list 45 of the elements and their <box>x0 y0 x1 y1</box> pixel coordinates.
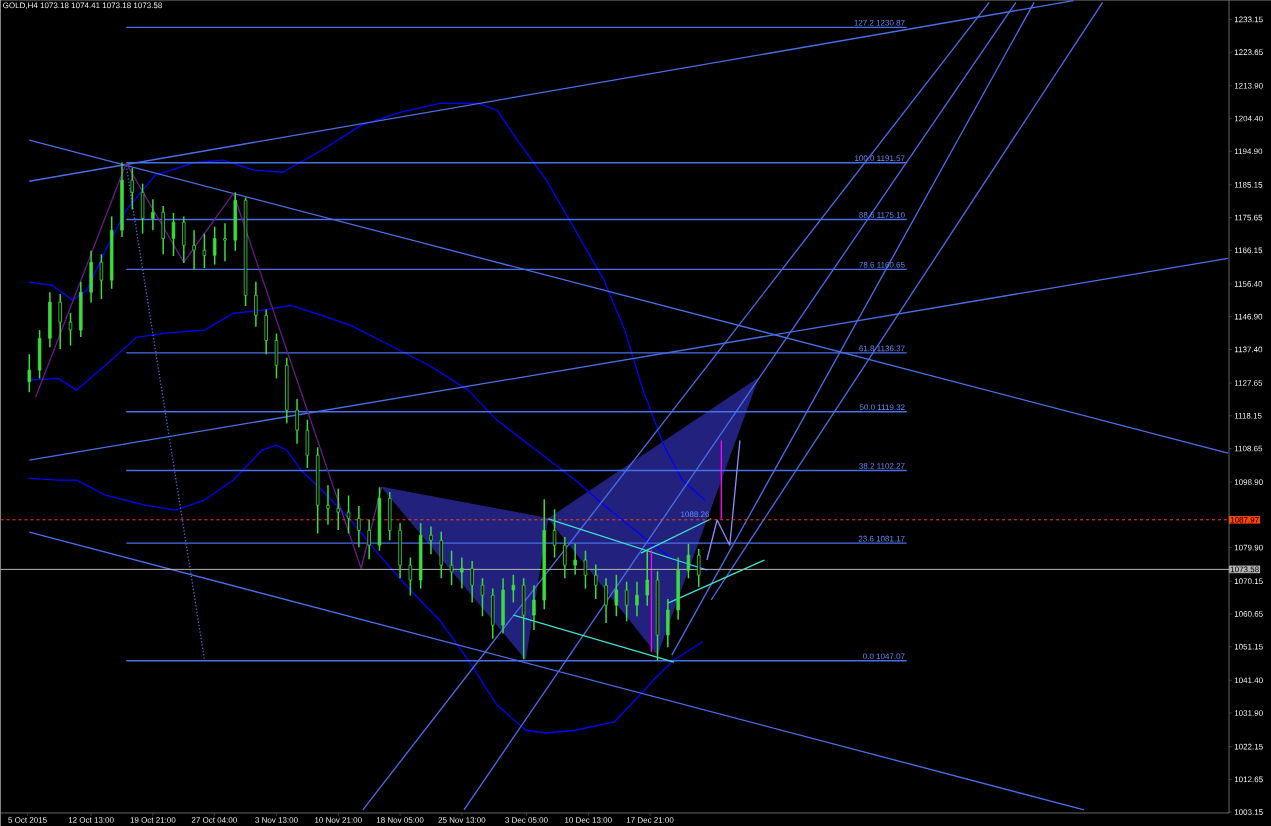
y-tick-label: 1031.90 <box>1234 710 1263 716</box>
y-tick-label: 1137.40 <box>1234 346 1263 353</box>
y-tick-label: 1012.65 <box>1234 776 1263 783</box>
y-tick-label: 1051.15 <box>1234 643 1263 650</box>
y-tick-label: 1194.90 <box>1234 148 1263 155</box>
y-tick-label: 1156.40 <box>1234 281 1263 287</box>
y-tick-label: 1060.65 <box>1234 611 1263 617</box>
y-tick-label: 1213.90 <box>1234 82 1263 89</box>
annotation: 0.0 1047.07 <box>863 653 905 660</box>
annotation: 38.2 1102.27 <box>859 463 905 469</box>
y-tick-label: 1118.15 <box>1234 412 1262 419</box>
annotation: 23.6 1081.17 <box>858 535 905 542</box>
annotation: 50.0 1119.32 <box>859 404 905 411</box>
x-tick-label: 25 Nov 13:00 <box>438 817 486 823</box>
y-tick-label: 1108.65 <box>1234 445 1263 452</box>
x-tick-label: 3 Dec 05:00 <box>505 817 548 823</box>
y-tick-label: 1175.65 <box>1234 214 1263 221</box>
y-tick-label: 1079.90 <box>1234 544 1263 551</box>
x-tick-label: 10 Dec 13:00 <box>565 817 612 823</box>
y-tick-label: 1022.15 <box>1234 743 1263 750</box>
y-tick-label: 1070.15 <box>1234 578 1263 585</box>
y-tick-label: 1204.40 <box>1234 115 1263 122</box>
x-tick-label: 3 Nov 13:00 <box>255 817 298 823</box>
y-tick-label: 1223.65 <box>1234 49 1263 56</box>
y-tick-label: 1185.15 <box>1234 182 1263 188</box>
annotation: 1088.26 <box>681 511 710 518</box>
chart-title: GOLD,H4 1073.18 1074.41 1073.18 1073.58 <box>3 2 162 10</box>
y-tick-label: 1166.15 <box>1234 247 1263 254</box>
x-tick-label: 17 Dec 21:00 <box>626 817 674 823</box>
x-tick-label: 10 Nov 21:00 <box>315 817 362 823</box>
ref-line-label: 1073.58 <box>1230 566 1259 573</box>
y-tick-label: 1003.15 <box>1234 809 1263 815</box>
y-tick-label: 1098.90 <box>1234 479 1263 485</box>
annotation: 127.2 1230.87 <box>854 19 905 26</box>
x-tick-label: 27 Oct 04:00 <box>191 817 237 823</box>
y-tick-label: 1127.65 <box>1234 380 1263 386</box>
x-tick-label: 19 Oct 21:00 <box>130 817 176 823</box>
annotation: 61.8 1136.37 <box>859 345 905 352</box>
y-tick-label: 1146.90 <box>1234 313 1263 320</box>
y-tick-label: 1041.40 <box>1234 677 1263 684</box>
x-tick-label: 12 Oct 13:00 <box>68 817 114 823</box>
x-tick-label: 5 Oct 2015 <box>8 817 47 823</box>
ref-line-label: 1087.97 <box>1230 516 1259 523</box>
x-tick-label: 18 Nov 05:00 <box>376 817 424 823</box>
y-tick-label: 1233.15 <box>1234 16 1263 23</box>
